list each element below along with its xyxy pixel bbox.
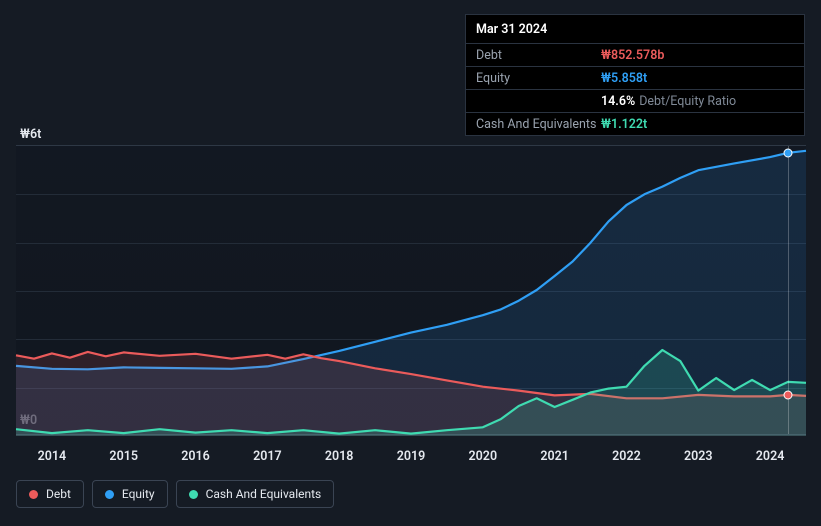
x-axis-label: 2016 [181,449,210,464]
legend-item-debt[interactable]: Debt [16,480,84,508]
tooltip-row-label: Equity [476,71,601,86]
tooltip-row-extra: Debt/Equity Ratio [639,94,736,109]
tooltip-row: Equity₩5.858t [466,67,804,90]
tooltip-row-value: ₩5.858t [601,71,647,86]
legend-dot-icon [29,490,38,499]
tooltip-row: 14.6%Debt/Equity Ratio [466,90,804,113]
tooltip-row-label: Cash And Equivalents [476,117,601,132]
y-axis-label-top: ₩6t [20,127,41,142]
x-axis-label: 2022 [612,449,641,464]
tooltip-row: Cash And Equivalents₩1.122t [466,113,804,135]
tooltip-row: Debt₩852.578b [466,44,804,67]
series-marker [784,148,793,157]
tooltip-row-value: 14.6%Debt/Equity Ratio [601,94,736,109]
x-axis-label: 2015 [109,449,138,464]
legend-label: Cash And Equivalents [206,487,322,501]
legend-label: Debt [46,487,71,501]
x-axis-label: 2014 [38,449,67,464]
series-marker [784,390,793,399]
tooltip-date: Mar 31 2024 [466,15,804,44]
legend-item-equity[interactable]: Equity [92,480,168,508]
tooltip-row-label [476,94,601,109]
financials-chart-widget: { "tooltip": { "date": "Mar 31 2024", "r… [0,0,821,526]
chart-tooltip: Mar 31 2024 Debt₩852.578bEquity₩5.858t14… [465,14,805,136]
legend-item-cash-and-equivalents[interactable]: Cash And Equivalents [176,480,335,508]
x-axis-label: 2023 [684,449,713,464]
tooltip-row-value: ₩1.122t [601,117,647,132]
legend-dot-icon [105,490,114,499]
x-axis-label: 2024 [756,449,785,464]
legend-dot-icon [189,490,198,499]
plot-area[interactable] [16,145,806,435]
legend: Debt Equity Cash And Equivalents [16,480,334,508]
x-axis-label: 2019 [397,449,426,464]
legend-label: Equity [122,487,155,501]
x-axis-label: 2018 [325,449,354,464]
tooltip-row-value: ₩852.578b [601,48,664,63]
x-axis-label: 2021 [540,449,569,464]
chart-svg [16,146,806,436]
tooltip-row-label: Debt [476,48,601,63]
x-axis-label: 2020 [469,449,498,464]
x-axis-label: 2017 [253,449,282,464]
